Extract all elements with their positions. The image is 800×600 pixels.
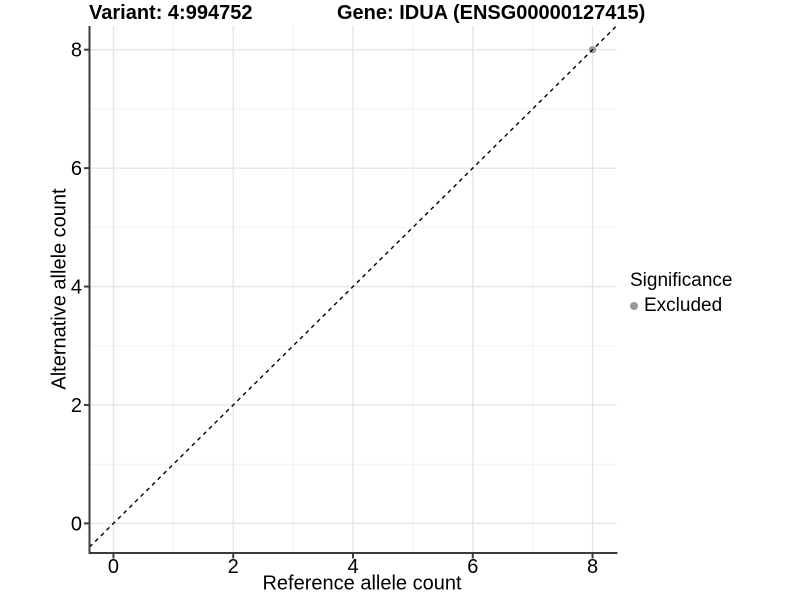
y-axis-label: Alternative allele count	[48, 188, 71, 390]
x-tick-label: 6	[467, 556, 478, 578]
grid-major	[89, 26, 617, 553]
y-tick-labels: 0 2 4 6 8	[71, 40, 82, 536]
y-tick-label: 4	[71, 277, 82, 299]
x-axis-label: Reference allele count	[262, 572, 462, 595]
legend: Significance Excluded	[630, 270, 732, 317]
y-tick-label: 6	[71, 158, 82, 180]
plot-title-gene: Gene: IDUA (ENSG00000127415)	[337, 2, 646, 24]
legend-item-label: Excluded	[644, 295, 723, 316]
y-tick-label: 8	[71, 40, 82, 62]
excluded-point-icon	[630, 302, 638, 310]
x-tick-label: 4	[347, 556, 358, 578]
x-tick-label: 0	[108, 556, 119, 578]
identity-line	[89, 25, 617, 548]
axis-ticks	[84, 48, 594, 559]
plot-title-variant: Variant: 4:994752	[89, 2, 253, 24]
x-tick-labels: 0 2 4 6 8	[108, 556, 598, 578]
y-tick-label: 0	[71, 513, 82, 535]
y-tick-label: 2	[71, 395, 82, 417]
legend-title: Significance	[630, 270, 733, 291]
x-tick-label: 2	[228, 556, 239, 578]
legend-item-excluded: Excluded	[630, 295, 732, 317]
x-tick-label: 8	[587, 556, 598, 578]
